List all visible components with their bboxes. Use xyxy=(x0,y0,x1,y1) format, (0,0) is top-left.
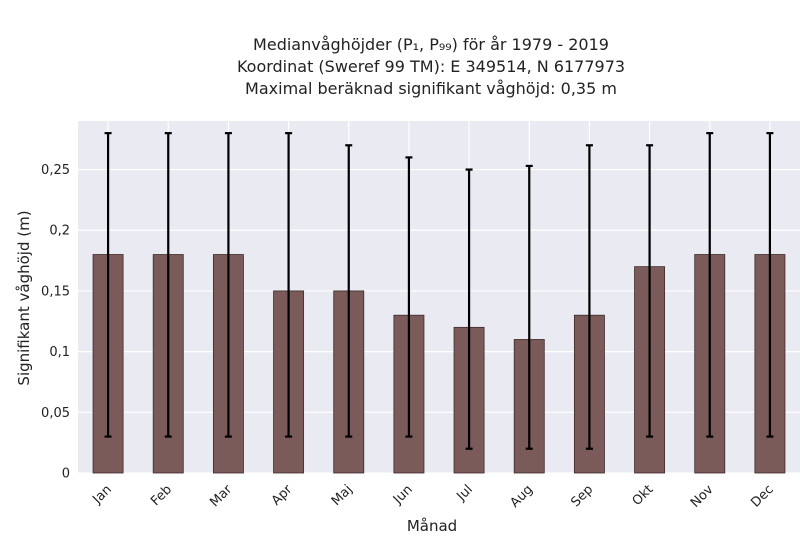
y-tick-label: 0 xyxy=(62,467,70,482)
error-bar-okt xyxy=(646,144,654,438)
y-tick-label: 0,2 xyxy=(49,224,70,239)
x-axis-label: Månad xyxy=(407,517,457,535)
error-bar-jan xyxy=(104,132,112,438)
chart-title-line-3: Maximal beräknad signifikant våghöjd: 0,… xyxy=(245,79,617,98)
x-tick-label-jul: Jul xyxy=(454,482,476,504)
chart-title-line-1: Medianvåghöjder (P₁, P₉₉) för år 1979 - … xyxy=(253,35,609,54)
y-tick-label: 0,1 xyxy=(49,345,70,360)
plot-area xyxy=(78,121,800,473)
x-tick-label-aug: Aug xyxy=(508,482,537,511)
error-bar-apr xyxy=(285,132,293,438)
error-bar-mar xyxy=(224,132,232,438)
error-bar-feb xyxy=(164,132,172,438)
error-bar-sep xyxy=(585,144,593,450)
x-tick-label-mar: Mar xyxy=(207,482,235,510)
x-tick-label-jan: Jan xyxy=(89,482,114,507)
y-tick-label: 0,05 xyxy=(41,406,70,421)
x-tick-label-feb: Feb xyxy=(148,482,175,509)
error-bars xyxy=(104,132,774,450)
y-tick-labels: 0 0,05 0,1 0,15 0,2 0,25 xyxy=(41,163,70,481)
y-axis-label: Signifikant våghöjd (m) xyxy=(15,210,33,385)
error-bar-jun xyxy=(405,156,413,438)
chart-title-line-2: Koordinat (Sweref 99 TM): E 349514, N 61… xyxy=(236,57,626,76)
x-tick-label-dec: Dec xyxy=(748,482,776,510)
error-bar-aug xyxy=(525,164,533,450)
error-bar-maj xyxy=(345,144,353,438)
y-tick-label: 0,25 xyxy=(41,163,70,178)
x-tick-label-apr: Apr xyxy=(269,482,296,509)
x-tick-label-jun: Jun xyxy=(390,482,416,508)
error-bar-dec xyxy=(766,132,774,438)
x-tick-label-nov: Nov xyxy=(688,482,717,511)
chart-title: Medianvåghöjder (P₁, P₉₉) för år 1979 - … xyxy=(62,34,800,100)
x-tick-label-maj: Maj xyxy=(329,482,356,509)
x-tick-labels: Jan Feb Mar Apr Maj Jun Jul Aug Sep Okt Nov Dec xyxy=(89,482,776,511)
x-tick-label-okt: Okt xyxy=(630,482,657,509)
error-bar-jul xyxy=(465,168,473,450)
x-tick-label-sep: Sep xyxy=(568,482,596,510)
y-tick-label: 0,15 xyxy=(41,284,70,299)
error-bar-nov xyxy=(706,132,714,438)
